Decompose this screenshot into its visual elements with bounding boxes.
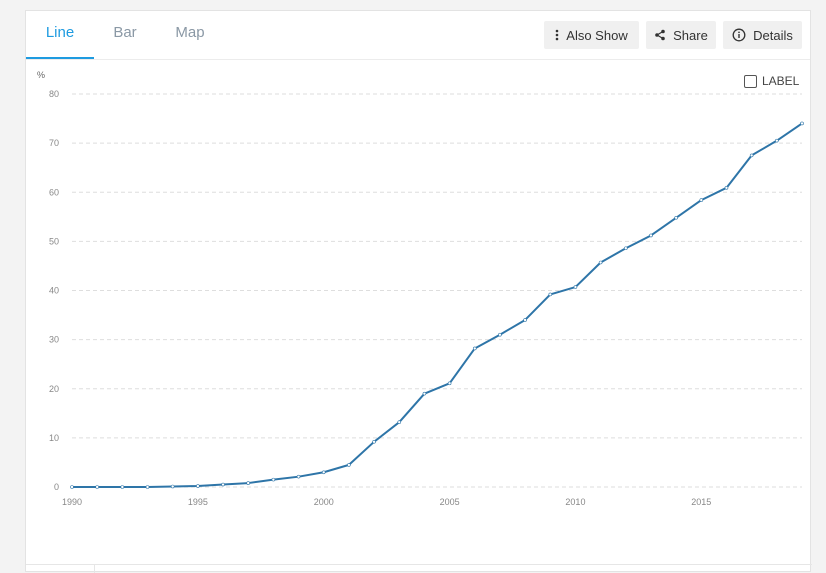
data-point <box>623 246 628 251</box>
y-tick-label: 10 <box>49 433 59 443</box>
data-point <box>800 121 804 126</box>
y-tick-label: 40 <box>49 286 59 296</box>
data-point <box>548 292 553 297</box>
y-tick-label: 20 <box>49 384 59 394</box>
also-show-button[interactable]: Also Show <box>544 21 639 49</box>
data-point <box>674 215 678 220</box>
data-point <box>699 198 704 202</box>
y-tick-label: 0 <box>54 482 59 492</box>
label-toggle-text: LABEL <box>762 74 800 88</box>
y-tick-label: 30 <box>49 335 59 345</box>
data-point <box>95 485 99 489</box>
series-line <box>72 122 803 488</box>
data-point <box>573 285 578 289</box>
share-button[interactable]: Share <box>646 21 716 49</box>
line-chart: 0 10 20 30 40 50 60 70 80 1990 1995 2000 2005 2010 20… <box>37 70 804 507</box>
data-point <box>70 485 74 489</box>
chart-panel: Line Bar Map Also Show Share Details LAB… <box>25 10 812 573</box>
data-point <box>221 482 225 487</box>
data-point <box>246 481 251 485</box>
x-tick-labels: 1990 1995 2000 2005 2010 2015 <box>62 497 711 507</box>
data-point <box>498 332 502 337</box>
y-tick-labels: 0 10 20 30 40 50 60 70 80 <box>49 89 59 492</box>
x-tick-label: 2000 <box>314 497 334 507</box>
data-point <box>321 470 326 475</box>
x-tick-label: 2005 <box>440 497 460 507</box>
data-point <box>271 477 276 482</box>
details-label: Details <box>753 27 793 43</box>
data-point <box>649 233 653 238</box>
data-point <box>196 484 200 488</box>
share-label: Share <box>673 27 708 43</box>
label-checkbox[interactable] <box>744 74 757 88</box>
x-tick-label: 1995 <box>188 497 208 507</box>
data-point <box>397 420 402 424</box>
tab-line[interactable]: Line <box>26 11 94 60</box>
tab-bar[interactable]: Bar <box>113 24 137 41</box>
data-point <box>347 463 351 467</box>
data-point <box>749 153 754 158</box>
y-tick-label: 50 <box>49 236 59 246</box>
footer-tab-stub <box>26 564 95 573</box>
data-point <box>372 440 376 444</box>
data-point <box>145 485 150 489</box>
x-tick-label: 2015 <box>691 497 711 507</box>
y-axis-label: % <box>37 70 45 80</box>
y-tick-label: 80 <box>49 89 59 99</box>
label-toggle[interactable]: LABEL <box>744 73 799 89</box>
data-point <box>447 381 452 386</box>
details-button[interactable]: Details <box>723 21 802 49</box>
x-tick-label: 2010 <box>565 497 585 507</box>
header-divider <box>26 59 810 60</box>
data-series <box>70 121 804 489</box>
y-tick-label: 60 <box>49 187 59 197</box>
grid-lines <box>72 93 802 488</box>
data-point <box>170 484 175 489</box>
data-point <box>422 391 427 396</box>
vertical-dots-icon <box>555 29 559 41</box>
y-tick-label: 70 <box>49 138 59 148</box>
info-icon <box>732 28 746 42</box>
data-point <box>120 485 125 489</box>
also-show-label: Also Show <box>566 27 628 43</box>
data-point <box>472 346 477 351</box>
tab-map[interactable]: Map <box>175 24 205 41</box>
data-point <box>523 318 527 322</box>
footer-divider <box>26 564 812 565</box>
x-tick-label: 1990 <box>62 497 82 507</box>
data-point <box>775 138 779 143</box>
data-point <box>724 186 729 190</box>
data-point <box>296 474 301 479</box>
share-icon <box>655 29 665 41</box>
data-point <box>598 260 603 265</box>
